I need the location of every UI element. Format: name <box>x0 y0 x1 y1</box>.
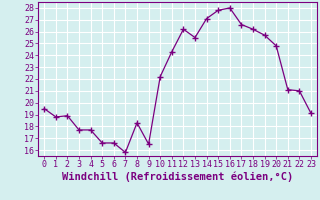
X-axis label: Windchill (Refroidissement éolien,°C): Windchill (Refroidissement éolien,°C) <box>62 172 293 182</box>
